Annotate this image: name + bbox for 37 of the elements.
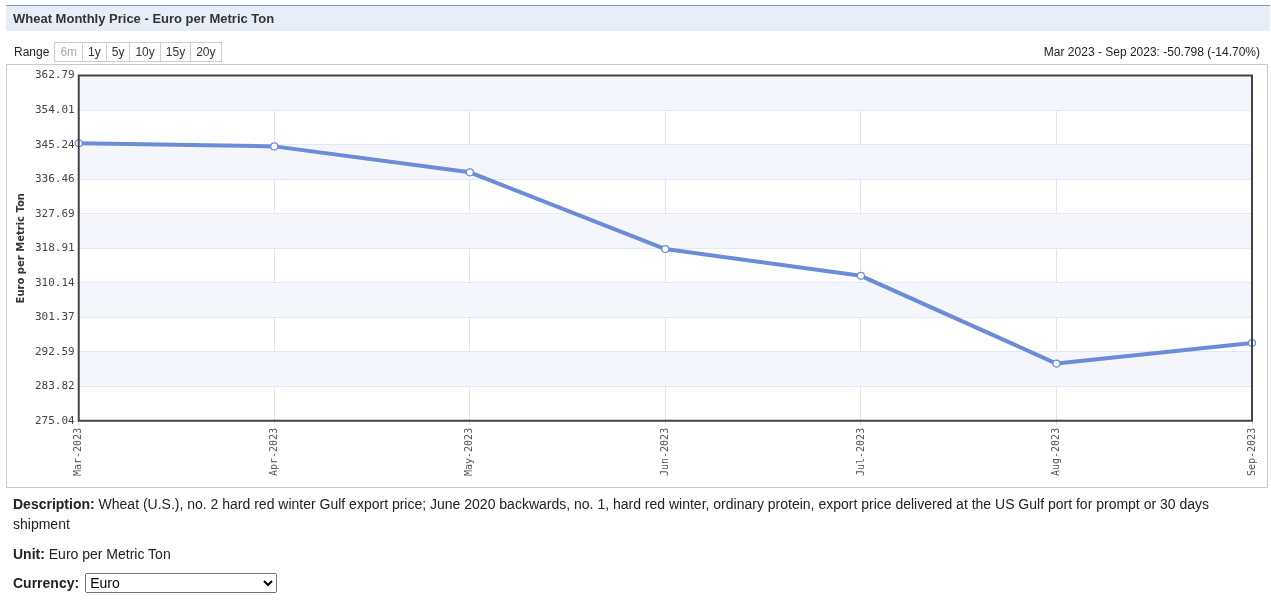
y-tick-label: 292.59	[34, 344, 75, 358]
text: 6m	[54, 42, 84, 62]
text: Currency: Euro	[13, 573, 278, 593]
point	[661, 244, 670, 254]
x-tick-label: Aug-2023	[1050, 427, 1062, 477]
text: 10y	[129, 42, 161, 62]
y-tick-label: 327.69	[34, 206, 75, 220]
text: 1y	[82, 42, 107, 62]
text: Mar 2023 - Sep 2023: -50.798 (-14.70%)	[1043, 45, 1260, 59]
y-tick-label: 283.82	[34, 379, 75, 393]
y-tick-label: 336.46	[34, 172, 75, 186]
point	[1052, 359, 1061, 368]
y-tick-label: 345.24	[34, 137, 76, 151]
text: 15y	[159, 42, 192, 62]
point	[270, 142, 279, 151]
currency-dropdown: Euro	[85, 573, 278, 593]
y-tick-label: 301.37	[34, 310, 75, 324]
x-tick-label: Sep-2023	[1245, 427, 1257, 477]
y-axis-title: Euro per Metric Ton	[14, 193, 26, 304]
y-tick-label: 362.79	[34, 68, 75, 82]
x-tick-label: Apr-2023	[267, 427, 279, 477]
chart-title: Wheat Monthly Price - Euro per Metric Ton	[6, 5, 1270, 31]
x-tick-label: May-2023	[463, 427, 475, 477]
text: Unit: Euro per Metric Ton	[13, 545, 172, 564]
x-tick-label: Mar-2023	[72, 427, 84, 477]
x-tick-label: Jul-2023	[854, 427, 866, 477]
text: Range	[14, 45, 50, 59]
x-tick-label: Jun-2023	[658, 427, 670, 477]
text: 5y	[105, 42, 131, 62]
y-tick-label: 318.91	[34, 241, 75, 255]
text: Description: Wheat (U.S.), no. 2 hard red winter Gulf export price; June 2020 backwards, no. 1, hard red winter, ordinary protein, export price delivered at the US Gulf port for prompt or 30 days shipment	[13, 496, 1210, 532]
point	[465, 168, 474, 177]
y-tick-label: 275.04	[34, 413, 76, 427]
point	[856, 271, 866, 280]
text: 20y	[190, 42, 222, 62]
y-tick-label: 310.14	[34, 275, 76, 289]
y-tick-label: 354.01	[34, 103, 75, 116]
